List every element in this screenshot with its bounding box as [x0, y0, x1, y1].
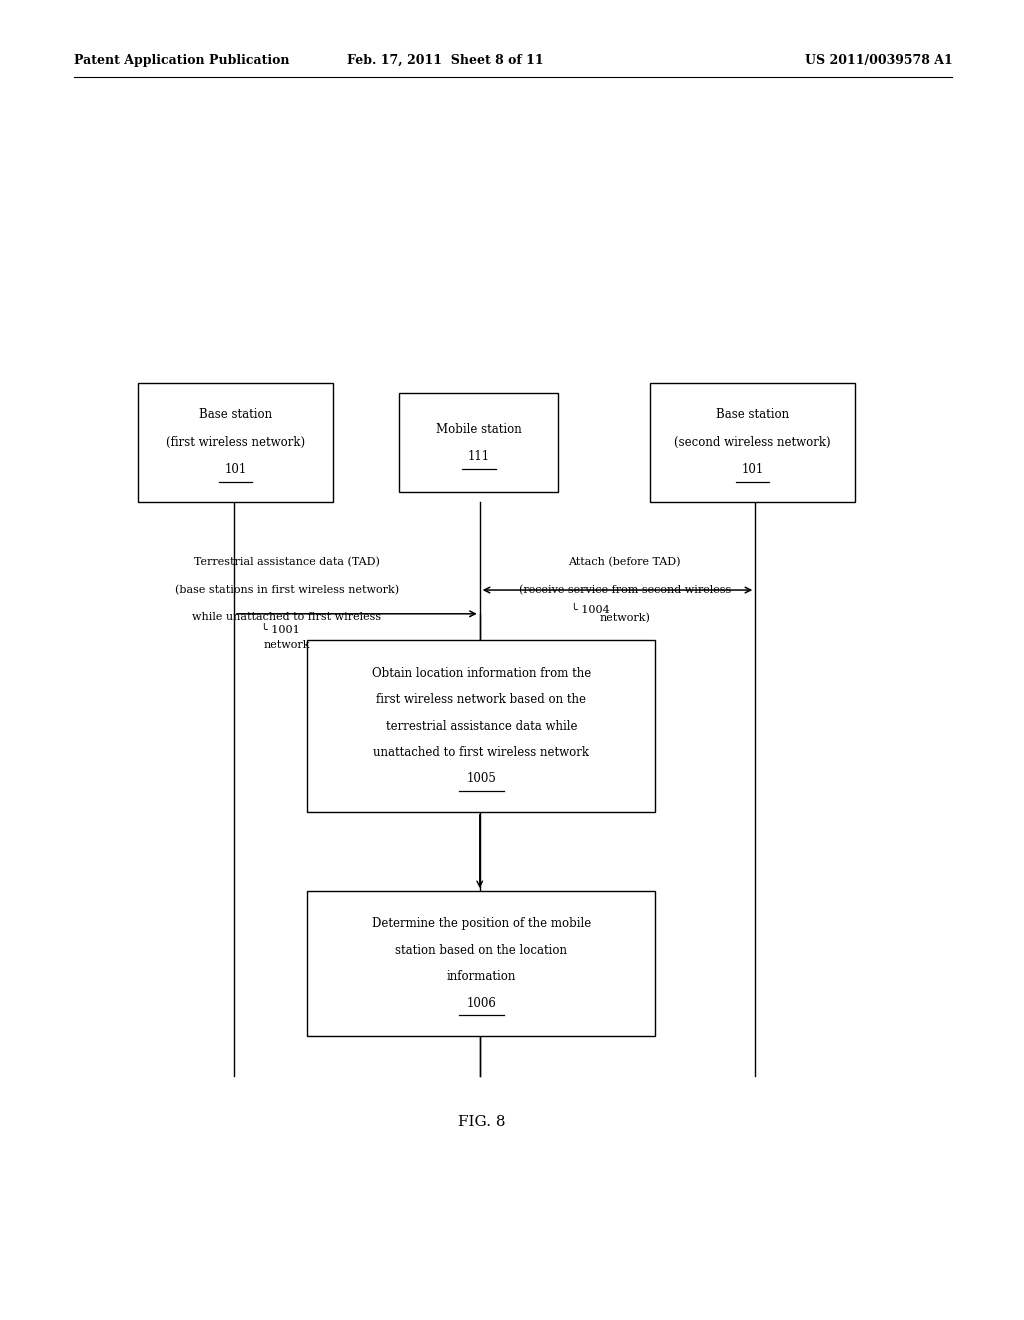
Text: Base station: Base station [199, 408, 272, 421]
Text: 1005: 1005 [466, 772, 497, 785]
Bar [307, 640, 655, 812]
Text: Determine the position of the mobile: Determine the position of the mobile [372, 917, 591, 931]
Text: 101: 101 [741, 463, 764, 477]
Text: unattached to first wireless network: unattached to first wireless network [374, 746, 589, 759]
Text: (receive service from second wireless: (receive service from second wireless [518, 585, 731, 595]
Text: network): network) [599, 612, 650, 623]
Text: Feb. 17, 2011  Sheet 8 of 11: Feb. 17, 2011 Sheet 8 of 11 [347, 54, 544, 67]
Text: US 2011/0039578 A1: US 2011/0039578 A1 [805, 54, 952, 67]
Bar [307, 891, 655, 1036]
Text: station based on the location: station based on the location [395, 944, 567, 957]
Text: network: network [263, 640, 310, 651]
Text: while unattached to first wireless: while unattached to first wireless [193, 612, 381, 623]
Text: first wireless network based on the: first wireless network based on the [376, 693, 587, 706]
Text: Mobile station: Mobile station [436, 422, 521, 436]
Text: Attach (before TAD): Attach (before TAD) [568, 557, 681, 568]
Text: Patent Application Publication: Patent Application Publication [74, 54, 289, 67]
Text: 111: 111 [468, 450, 489, 463]
Text: Obtain location information from the: Obtain location information from the [372, 667, 591, 680]
Text: 101: 101 [224, 463, 247, 477]
Text: terrestrial assistance data while: terrestrial assistance data while [385, 719, 578, 733]
Text: FIG. 8: FIG. 8 [458, 1115, 505, 1129]
Text: Base station: Base station [716, 408, 790, 421]
Text: (first wireless network): (first wireless network) [166, 436, 305, 449]
Bar [399, 393, 558, 492]
Text: (base stations in first wireless network): (base stations in first wireless network… [175, 585, 398, 595]
Bar [650, 383, 855, 502]
Bar [138, 383, 333, 502]
Text: ╰ 1001: ╰ 1001 [261, 624, 300, 635]
Text: ╰ 1004: ╰ 1004 [571, 605, 610, 615]
Text: 1006: 1006 [466, 997, 497, 1010]
Text: information: information [446, 970, 516, 983]
Text: (second wireless network): (second wireless network) [675, 436, 830, 449]
Text: Terrestrial assistance data (TAD): Terrestrial assistance data (TAD) [194, 557, 380, 568]
